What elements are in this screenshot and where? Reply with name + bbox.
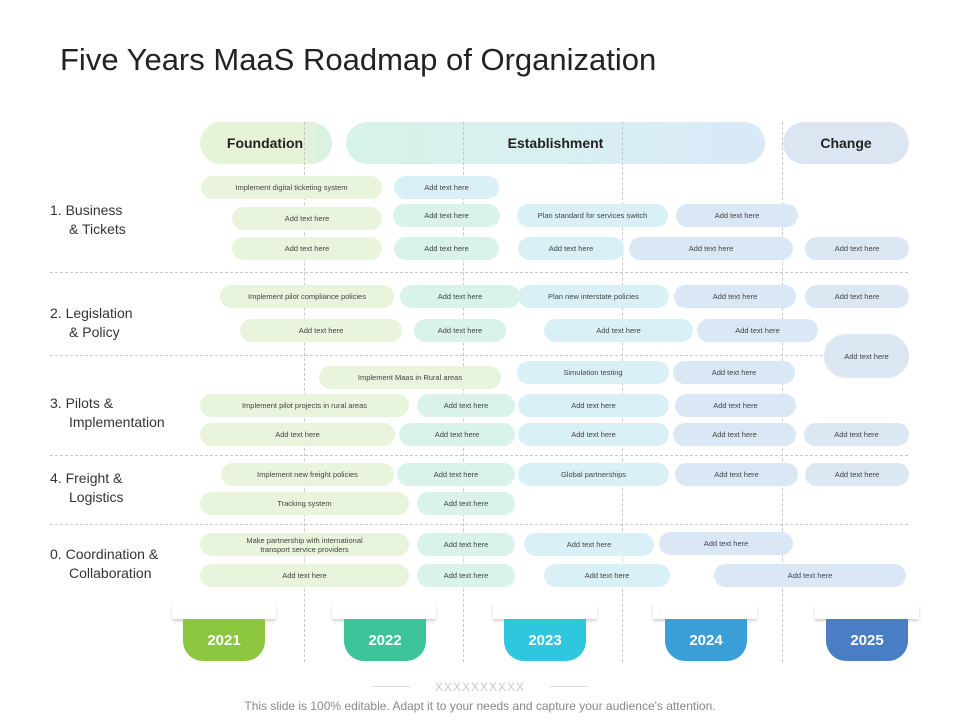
phase-change-label: Change <box>820 135 872 151</box>
task-text-line2: transport service providers <box>260 544 349 554</box>
task-pill: Add text here <box>417 492 515 515</box>
task-pill: Add text here <box>659 532 793 555</box>
divider-left <box>372 686 410 687</box>
task-pill: Add text here <box>417 394 515 417</box>
task-pill: Add text here <box>417 533 515 556</box>
task-pill: Add text here <box>417 564 515 587</box>
year-2023: 2023 <box>504 619 586 661</box>
task-pill: Add text here <box>394 237 499 260</box>
task-pill: Implement pilot compliance policies <box>220 285 394 308</box>
footer-note: This slide is 100% editable. Adapt it to… <box>244 699 716 713</box>
task-pill: Add text here <box>240 319 402 342</box>
year-tab-2025 <box>815 604 919 619</box>
task-pill: Simulation testing <box>517 361 669 384</box>
year-divider-1 <box>304 122 305 662</box>
task-pill: Add text here <box>714 564 906 587</box>
task-pill: Add text here <box>805 237 909 260</box>
row-label-business-tickets: 1. Business & Tickets <box>50 201 126 239</box>
row-number: 0. <box>50 546 62 562</box>
row-divider-2 <box>50 355 908 356</box>
task-pill: Implement new freight policies <box>221 463 394 486</box>
row-number: 2. <box>50 305 62 321</box>
row-title-line2: Collaboration <box>69 565 152 581</box>
year-2025: 2025 <box>826 619 908 661</box>
row-title-line1: Pilots & <box>65 395 114 411</box>
task-pill: Add text here <box>394 176 499 199</box>
page-title: Five Years MaaS Roadmap of Organization <box>60 42 657 77</box>
task-pill: Add text here <box>673 423 796 446</box>
task-pill: Add text here <box>629 237 793 260</box>
phase-establishment-label: Establishment <box>507 135 604 151</box>
row-title-line1: Freight & <box>65 470 123 486</box>
task-pill: Add text here <box>200 564 409 587</box>
divider-right <box>550 686 588 687</box>
task-pill: Add text here <box>805 463 909 486</box>
row-label-coordination-collaboration: 0. Coordination & Collaboration <box>50 545 158 583</box>
row-title-line2: Implementation <box>69 414 165 430</box>
task-pill: Add text here <box>393 204 500 227</box>
task-pill: Add text here <box>675 463 798 486</box>
task-pill: Add text here <box>232 237 382 260</box>
row-number: 1. <box>50 202 62 218</box>
task-pill: Add text here <box>524 533 654 556</box>
row-divider-3 <box>50 455 908 456</box>
task-text-line1: Make partnership with international <box>246 535 363 545</box>
phase-foundation-label: Foundation <box>226 135 304 151</box>
task-pill: Add text here <box>805 285 909 308</box>
task-pill: Implement pilot projects in rural areas <box>200 394 409 417</box>
task-pill: Add text here <box>399 423 515 446</box>
row-title-line2: Logistics <box>69 489 124 505</box>
row-divider-1 <box>50 272 908 273</box>
year-tab-2024 <box>653 604 757 619</box>
task-pill: Plan standard for services switch <box>517 204 668 227</box>
year-tab-2021 <box>172 604 276 619</box>
year-2021: 2021 <box>183 619 265 661</box>
task-pill: Add text here <box>400 285 520 308</box>
row-divider-4 <box>50 524 908 525</box>
phase-change: Change <box>783 122 909 164</box>
row-title-line1: Coordination & <box>65 546 159 562</box>
task-pill: Add text here <box>518 394 669 417</box>
row-number: 4. <box>50 470 62 486</box>
row-title-line1: Legislation <box>65 305 133 321</box>
task-pill: Add text here <box>518 423 669 446</box>
task-pill: Add text here <box>232 207 382 230</box>
task-pill: Global partnerships <box>518 463 669 486</box>
task-pill: Add text here <box>697 319 818 342</box>
phase-foundation: Foundation <box>200 122 332 164</box>
decorative-pattern: XXXXXXXXXX <box>434 680 526 694</box>
task-pill: Add text here <box>804 423 909 446</box>
task-pill-two-line: Make partnership with international tran… <box>200 533 409 556</box>
row-label-freight-logistics: 4. Freight & Logistics <box>50 469 123 507</box>
year-tab-2023 <box>493 604 597 619</box>
task-pill: Add text here <box>674 285 796 308</box>
task-pill: Plan new interstate policies <box>518 285 669 308</box>
task-pill: Add text here <box>544 319 693 342</box>
row-title-line2: & Tickets <box>69 221 126 237</box>
task-pill: Add text here <box>200 423 395 446</box>
task-pill: Add text here <box>414 319 506 342</box>
row-label-pilots-implementation: 3. Pilots & Implementation <box>50 394 165 432</box>
task-pill: Implement Maas in Rural areas <box>319 366 501 389</box>
row-label-legislation-policy: 2. Legislation & Policy <box>50 304 133 342</box>
phase-establishment: Establishment <box>346 122 765 164</box>
task-pill: Add text here <box>676 204 798 227</box>
task-pill: Add text here <box>673 361 795 384</box>
year-2022: 2022 <box>344 619 426 661</box>
task-pill: Tracking system <box>200 492 409 515</box>
year-tab-2022 <box>332 604 436 619</box>
year-divider-3 <box>622 122 623 662</box>
row-title-line1: Business <box>65 202 123 218</box>
task-pill: Add text here <box>675 394 796 417</box>
row-number: 3. <box>50 395 62 411</box>
year-divider-4 <box>782 122 783 662</box>
task-pill: Implement digital ticketing system <box>201 176 382 199</box>
task-pill: Add text here <box>544 564 670 587</box>
year-2024: 2024 <box>665 619 747 661</box>
task-pill: Add text here <box>824 334 909 378</box>
task-pill: Add text here <box>518 237 624 260</box>
year-divider-2 <box>463 122 464 662</box>
row-title-line2: & Policy <box>69 324 120 340</box>
task-pill: Add text here <box>397 463 515 486</box>
